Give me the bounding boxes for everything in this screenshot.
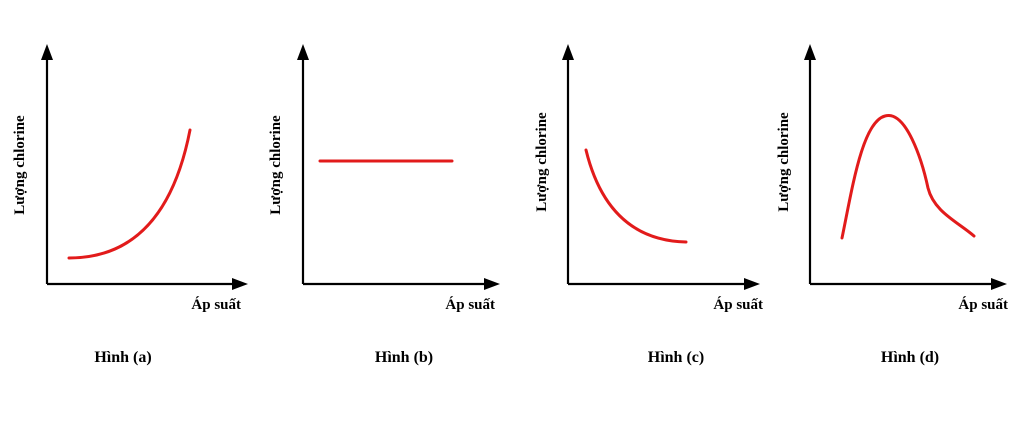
y-axis-label: Lượng chlorine — [268, 115, 284, 215]
panel-b: Lượng chlorine Áp suất Hình (b) — [268, 44, 500, 366]
x-axis-label: Áp suất — [713, 296, 763, 313]
panel-caption: Hình (c) — [648, 349, 704, 366]
curve-d — [840, 114, 976, 240]
y-axis-arrowhead — [562, 44, 574, 60]
x-axis-label: Áp suất — [958, 296, 1008, 313]
x-axis-arrowhead — [232, 278, 248, 290]
panel-c: Lượng chlorine Áp suất Hình (c) — [534, 44, 763, 366]
y-axis-label: Lượng chlorine — [534, 112, 550, 212]
x-axis-label: Áp suất — [191, 296, 241, 313]
x-axis-label: Áp suất — [445, 296, 495, 313]
y-axis-label: Lượng chlorine — [776, 112, 792, 212]
panel-caption: Hình (b) — [375, 349, 433, 366]
x-axis-arrowhead — [744, 278, 760, 290]
y-axis-arrowhead — [41, 44, 53, 60]
x-axis-arrowhead — [484, 278, 500, 290]
panel-caption: Hình (a) — [94, 349, 151, 366]
y-axis-label: Lượng chlorine — [12, 115, 28, 215]
curve-c — [584, 148, 688, 244]
x-axis-arrowhead — [991, 278, 1007, 290]
panel-d: Lượng chlorine Áp suất Hình (d) — [776, 44, 1008, 366]
panel-a: Lượng chlorine Áp suất Hình (a) — [12, 44, 248, 366]
curve-a — [67, 128, 192, 260]
panel-caption: Hình (d) — [881, 349, 939, 366]
y-axis-arrowhead — [297, 44, 309, 60]
y-axis-arrowhead — [804, 44, 816, 60]
